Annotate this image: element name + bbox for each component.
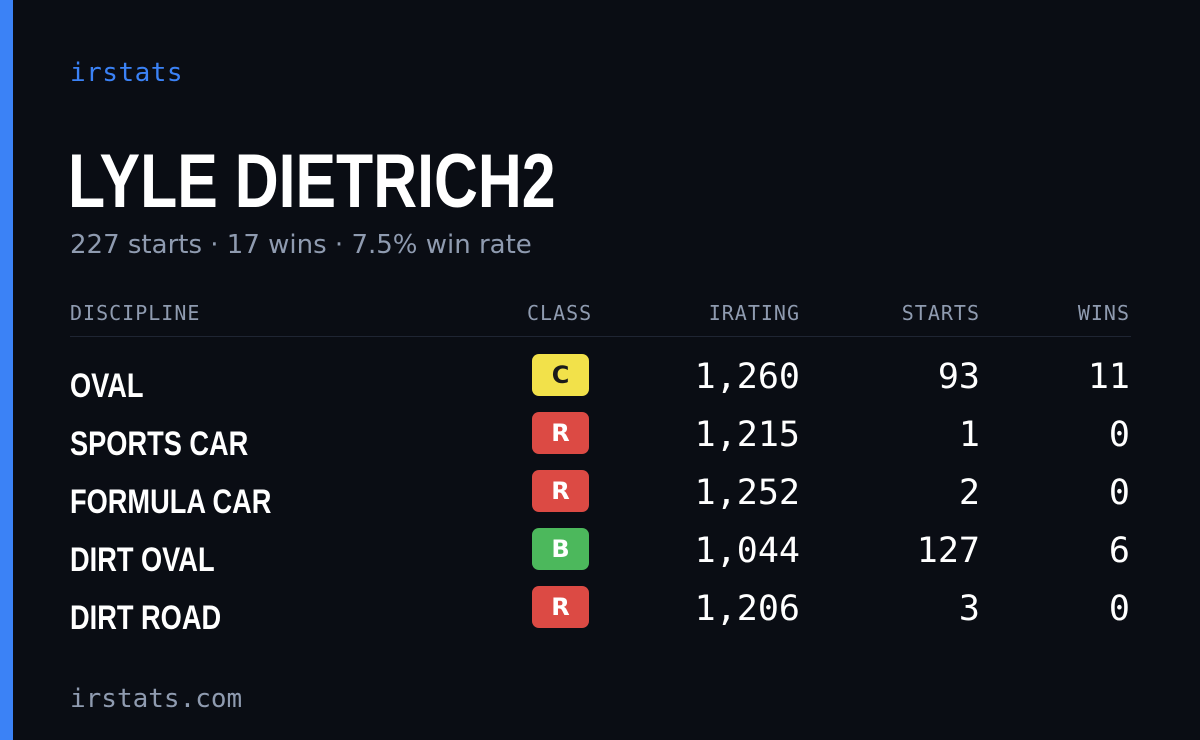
header-divider xyxy=(70,336,1131,337)
header-wins: WINS xyxy=(1077,301,1130,325)
starts-value: 1 xyxy=(958,415,980,455)
starts-value: 127 xyxy=(916,531,980,571)
discipline-label: DIRT ROAD xyxy=(70,599,222,637)
wins-value: 11 xyxy=(1087,357,1130,397)
starts-value: 3 xyxy=(958,589,980,629)
irating-value: 1,044 xyxy=(694,531,800,571)
header-discipline: DISCIPLINE xyxy=(70,301,201,325)
irating-value: 1,260 xyxy=(694,357,800,397)
starts-value: 93 xyxy=(937,357,980,397)
discipline-label: DIRT OVAL xyxy=(70,541,215,579)
brand-logo-text: irstats xyxy=(70,58,184,88)
class-badge: R xyxy=(532,412,589,454)
irating-value: 1,215 xyxy=(694,415,800,455)
wins-value: 6 xyxy=(1108,531,1130,571)
table-row: OVAL C 1,260 93 11 xyxy=(0,354,1200,412)
wins-value: 0 xyxy=(1108,415,1130,455)
class-badge: C xyxy=(532,354,589,396)
starts-value: 2 xyxy=(958,473,980,513)
table-row: DIRT OVAL B 1,044 127 6 xyxy=(0,528,1200,586)
header-irating: IRATING xyxy=(708,301,800,325)
class-badge: R xyxy=(532,586,589,628)
accent-bar xyxy=(0,0,13,740)
discipline-label: OVAL xyxy=(70,367,144,405)
footer-url: irstats.com xyxy=(70,684,243,714)
class-badge: B xyxy=(532,528,589,570)
player-summary: 227 starts · 17 wins · 7.5% win rate xyxy=(70,230,532,260)
table-row: SPORTS CAR R 1,215 1 0 xyxy=(0,412,1200,470)
header-class: CLASS xyxy=(527,301,593,325)
wins-value: 0 xyxy=(1108,473,1130,513)
table-row: FORMULA CAR R 1,252 2 0 xyxy=(0,470,1200,528)
table-row: DIRT ROAD R 1,206 3 0 xyxy=(0,586,1200,644)
wins-value: 0 xyxy=(1108,589,1130,629)
discipline-label: SPORTS CAR xyxy=(70,425,249,463)
header-starts: STARTS xyxy=(901,301,980,325)
irating-value: 1,206 xyxy=(694,589,800,629)
class-badge: R xyxy=(532,470,589,512)
player-name: LYLE DIETRICH2 xyxy=(68,139,556,224)
discipline-label: FORMULA CAR xyxy=(70,483,272,521)
irating-value: 1,252 xyxy=(694,473,800,513)
